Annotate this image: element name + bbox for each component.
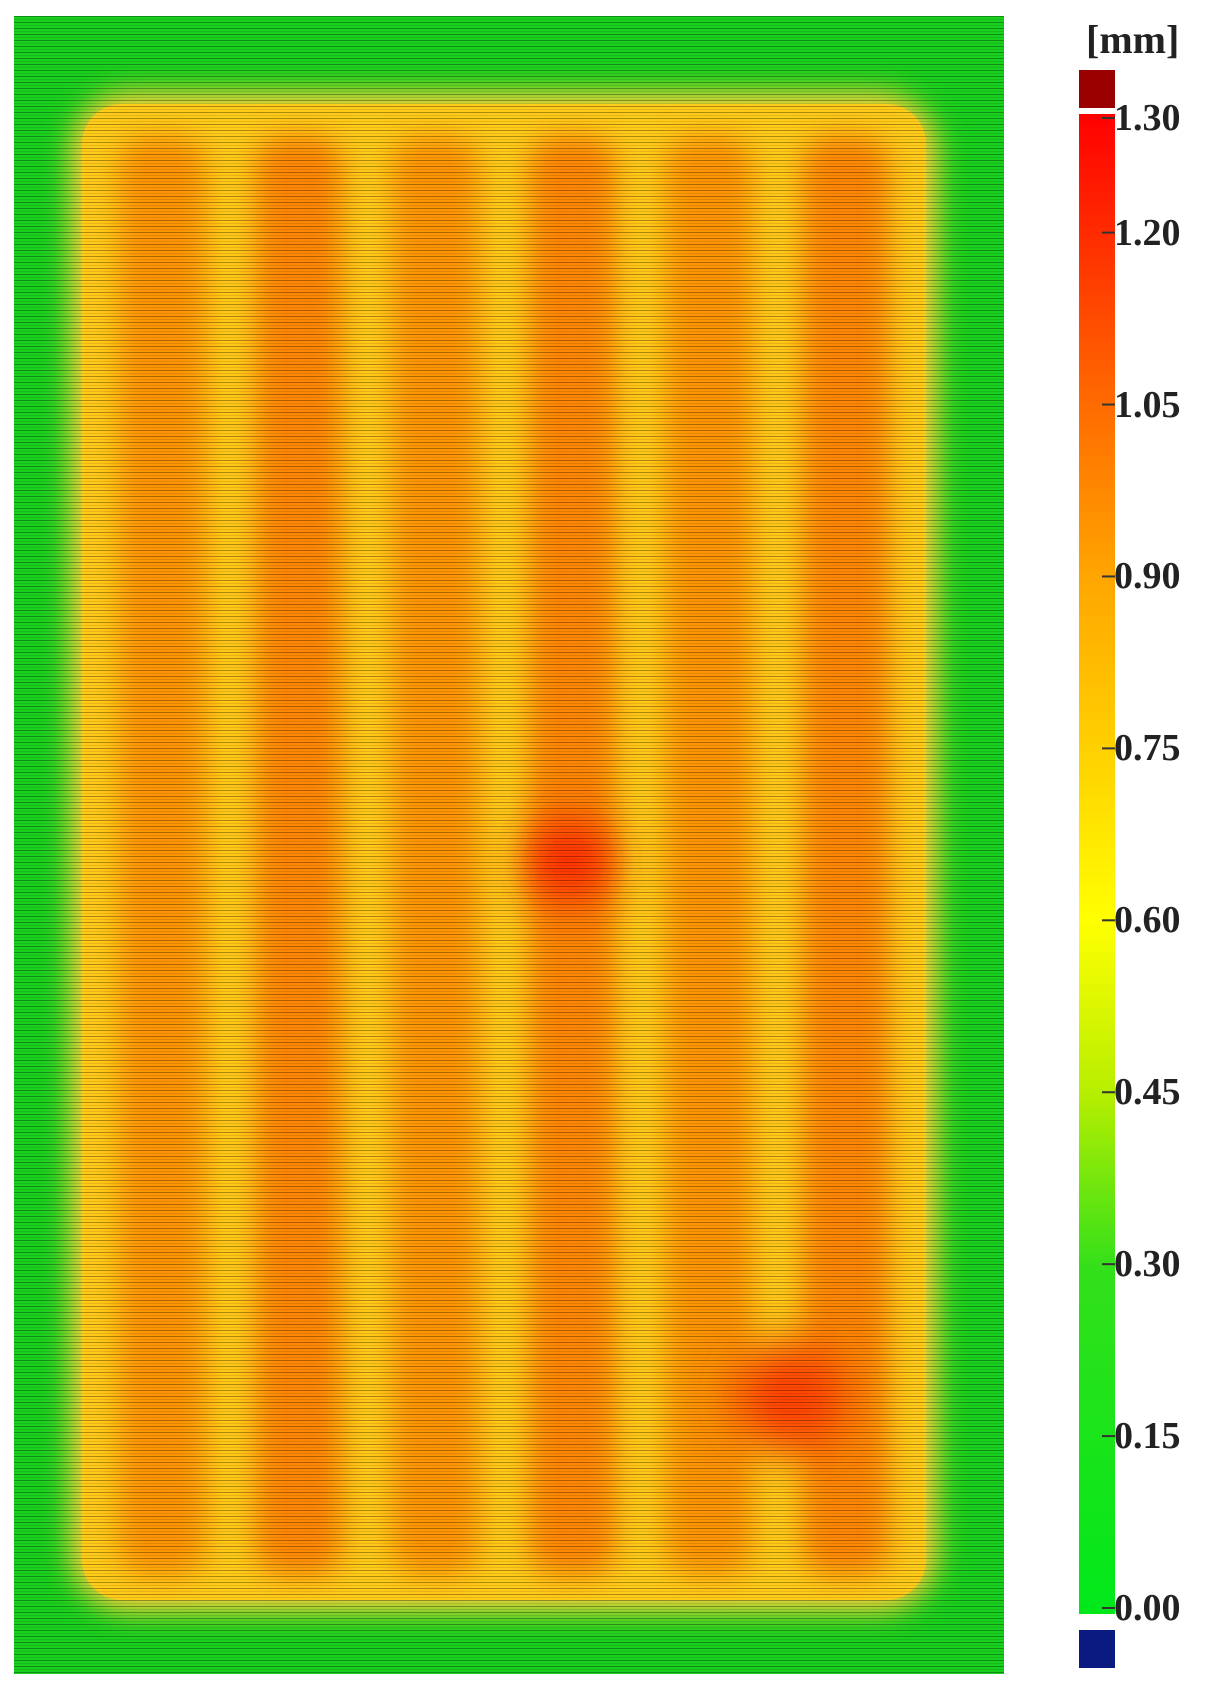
tick-marks	[1102, 117, 1115, 1609]
tick-label: 0.45	[1114, 1071, 1181, 1114]
tick-label: 0.90	[1114, 555, 1181, 598]
tick-label: 0.75	[1114, 727, 1181, 770]
tick-label: 1.05	[1114, 383, 1181, 426]
color-scale: [mm] 1.30 1.20 1.05 0.90 0.75 0.60 0.45 0.30 0.1…	[1040, 0, 1217, 1692]
scan-lines	[14, 16, 1004, 1674]
color-scale-bar	[1079, 70, 1115, 1668]
tick-label: 0.60	[1114, 899, 1181, 942]
under-range-swatch	[1079, 1630, 1115, 1668]
tick-label: 0.15	[1114, 1415, 1181, 1458]
tick-label: 0.00	[1114, 1587, 1181, 1629]
height-map	[14, 16, 1004, 1674]
tick-label: 0.30	[1114, 1243, 1181, 1286]
unit-label: [mm]	[1086, 17, 1180, 62]
tick-label: 1.20	[1114, 211, 1181, 254]
over-range-swatch	[1079, 70, 1115, 108]
tick-label: 1.30	[1114, 97, 1181, 139]
gradient-bar	[1079, 114, 1115, 1614]
